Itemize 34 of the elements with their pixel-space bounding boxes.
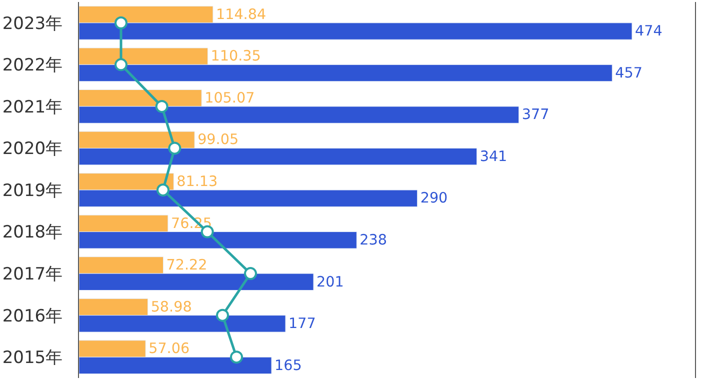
point xyxy=(114,58,128,72)
data-label: 290 xyxy=(420,190,448,207)
data-label: 72.22 xyxy=(166,258,208,274)
data-label: 57.06 xyxy=(148,341,190,358)
data-label: 238 xyxy=(360,232,388,249)
point xyxy=(216,308,229,322)
y-tick-label: 2022年 xyxy=(2,56,63,76)
data-label: 110.35 xyxy=(210,48,261,65)
data-label: 457 xyxy=(615,65,643,82)
data-label: 341 xyxy=(480,148,508,165)
y-tick-label: 2023年 xyxy=(2,14,63,34)
data-label: 99.05 xyxy=(198,132,239,148)
y-tick-label: 2021年 xyxy=(2,97,63,118)
point xyxy=(155,100,168,113)
data-label: 58.98 xyxy=(150,299,192,316)
data-label: 105.07 xyxy=(204,90,255,106)
data-label: 201 xyxy=(316,274,344,290)
data-label: 165 xyxy=(274,358,302,374)
data-label: 474 xyxy=(635,24,662,40)
data-label: 114.84 xyxy=(216,6,266,23)
data-label: 177 xyxy=(288,316,316,332)
y-tick-label: 2019年 xyxy=(2,180,63,201)
data-label: 81.13 xyxy=(176,174,218,190)
point xyxy=(168,142,182,155)
point xyxy=(244,267,257,280)
point xyxy=(114,16,128,30)
y-tick-label: 2018年 xyxy=(2,222,63,243)
y-tick-label: 2015年 xyxy=(2,348,63,368)
y-tick-label: 2017年 xyxy=(2,264,63,285)
point xyxy=(156,184,170,196)
y-tick-label: 2020年 xyxy=(2,139,63,160)
data-label: 377 xyxy=(522,107,550,124)
point xyxy=(230,350,243,364)
y-tick-label: 2016年 xyxy=(2,306,63,326)
